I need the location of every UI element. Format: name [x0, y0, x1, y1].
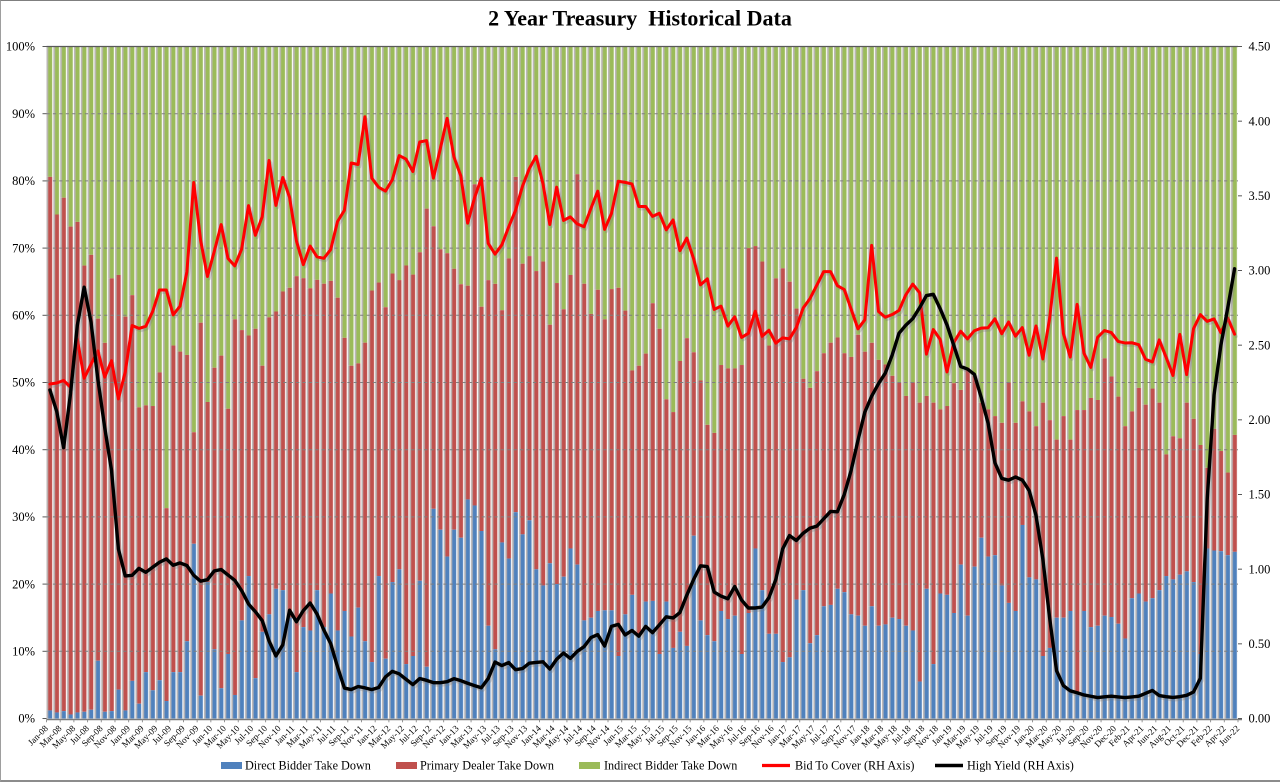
- svg-text:40%: 40%: [12, 443, 35, 457]
- svg-text:10%: 10%: [12, 645, 35, 659]
- svg-text:Primary Dealer Take Down: Primary Dealer Take Down: [420, 759, 554, 773]
- svg-text:20%: 20%: [12, 577, 35, 591]
- svg-text:1.00: 1.00: [1249, 562, 1271, 576]
- svg-text:3.50: 3.50: [1249, 189, 1271, 203]
- svg-text:0.50: 0.50: [1249, 637, 1271, 651]
- svg-text:High Yield (RH Axis): High Yield (RH Axis): [967, 759, 1074, 773]
- svg-text:60%: 60%: [12, 309, 35, 323]
- svg-text:1.50: 1.50: [1249, 488, 1271, 502]
- svg-text:2 Year Treasury Historical Da: 2 Year Treasury Historical Data: [488, 5, 792, 30]
- svg-text:4.00: 4.00: [1249, 114, 1271, 128]
- svg-text:0%: 0%: [18, 712, 35, 726]
- svg-text:100%: 100%: [6, 40, 35, 54]
- svg-text:0.00: 0.00: [1249, 712, 1271, 726]
- svg-text:2.00: 2.00: [1249, 413, 1271, 427]
- svg-text:Bid To Cover (RH Axis): Bid To Cover (RH Axis): [795, 759, 914, 773]
- svg-text:70%: 70%: [12, 241, 35, 255]
- svg-text:3.00: 3.00: [1249, 264, 1271, 278]
- svg-text:4.50: 4.50: [1249, 40, 1271, 54]
- svg-text:50%: 50%: [12, 376, 35, 390]
- svg-text:80%: 80%: [12, 174, 35, 188]
- svg-text:Indirect Bidder Take Down: Indirect Bidder Take Down: [604, 759, 737, 773]
- svg-text:Direct Bidder Take Down: Direct Bidder Take Down: [245, 759, 371, 773]
- svg-text:90%: 90%: [12, 107, 35, 121]
- svg-text:30%: 30%: [12, 510, 35, 524]
- svg-text:2.50: 2.50: [1249, 338, 1271, 352]
